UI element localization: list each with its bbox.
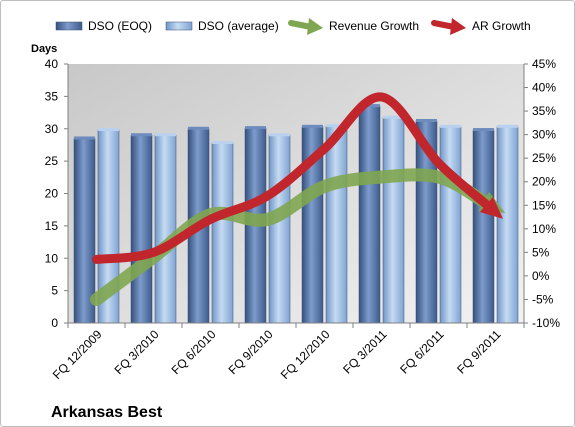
legend-swatch (431, 20, 457, 30)
legend: DSO (EOQ) DSO (average) Revenue Growth AR G… (55, 18, 531, 35)
left-tick-label: 10 (45, 251, 59, 265)
bar-top (326, 124, 347, 128)
bar-dso-average (211, 142, 234, 324)
legend-label: Revenue Growth (329, 19, 419, 33)
legend-swatch (288, 20, 314, 30)
right-tick-label: -10% (532, 316, 560, 330)
left-tick-label: 15 (45, 219, 59, 233)
bar-dso-average (268, 134, 291, 324)
right-tick-label: 25% (532, 151, 556, 165)
legend-label: AR Growth (472, 19, 531, 33)
left-tick-label: 35 (45, 89, 59, 103)
bar-dso-average (496, 126, 519, 324)
right-tick-label: 5% (532, 245, 550, 259)
bar-dso-average (382, 117, 405, 324)
ar-growth-arrowhead (479, 196, 504, 219)
bar-dso-eoq (358, 105, 381, 324)
left-tick-label: 5 (51, 284, 58, 298)
right-tick-label: 0% (532, 269, 550, 283)
right-tick-label: 15% (532, 198, 556, 212)
right-tick-label: 45% (532, 57, 556, 71)
left-axis-title: Days (31, 43, 57, 55)
right-tick-label: 30% (532, 128, 556, 142)
bar-dso-eoq (130, 134, 153, 324)
legend-label: DSO (EOQ) (88, 19, 152, 33)
right-tick-label: 10% (532, 222, 556, 236)
legend-arrowhead (450, 18, 466, 35)
bar-dso-average (325, 125, 348, 324)
ar-growth-line (92, 92, 491, 264)
bar-top (383, 115, 404, 119)
left-tick-label: 30 (45, 122, 59, 136)
x-tick-label: FQ 3/2010 (112, 327, 162, 377)
bar-top (74, 136, 95, 140)
bar-dso-average (439, 126, 462, 324)
growth-lines (90, 92, 506, 306)
bar-dso-eoq (472, 129, 495, 324)
bar-top (98, 128, 119, 132)
right-tick-label: 35% (532, 104, 556, 118)
bar-top (212, 140, 233, 144)
left-tick-label: 40 (45, 57, 59, 71)
x-tick-label: FQ 6/2011 (397, 327, 447, 377)
x-tick-label: FQ 12/2009 (50, 327, 105, 382)
x-tick-label: FQ 12/2010 (278, 327, 333, 382)
bar-top (155, 133, 176, 137)
right-axis: -10% -5% 0% 5% 10% 15% 20% 25% 30% 35% 40% 45% (523, 57, 560, 330)
right-tick-label: 20% (532, 175, 556, 189)
left-tick-label: 20 (45, 187, 59, 201)
bar-top (302, 124, 323, 128)
legend-swatch (165, 21, 193, 31)
bar-top (440, 124, 461, 128)
bar-top (473, 128, 494, 132)
legend-arrowhead (307, 18, 323, 35)
bar-top (188, 126, 209, 130)
bar-top (497, 124, 518, 128)
x-axis: FQ 12/2009 FQ 3/2010 FQ 6/2010 FQ 9/2010 FQ … (50, 322, 525, 382)
right-tick-label: -5% (532, 292, 554, 306)
left-tick-label: 0 (51, 316, 58, 330)
bar-dso-average (154, 134, 177, 324)
x-tick-label: FQ 9/2011 (454, 327, 504, 377)
x-tick-label: FQ 3/2011 (340, 327, 390, 377)
bar-top (416, 118, 437, 122)
bar-top (245, 126, 266, 130)
x-tick-label: FQ 9/2010 (226, 327, 276, 377)
legend-swatch (55, 21, 83, 31)
right-tick-label: 40% (532, 81, 556, 95)
company-name: Arkansas Best (51, 404, 163, 421)
bar-top (269, 133, 290, 137)
legend-label: DSO (average) (198, 19, 279, 33)
bar-top (131, 133, 152, 137)
left-tick-label: 25 (45, 154, 59, 168)
x-tick-label: FQ 6/2010 (169, 327, 219, 377)
left-axis: 0 5 10 15 20 25 30 35 40 (45, 57, 69, 330)
